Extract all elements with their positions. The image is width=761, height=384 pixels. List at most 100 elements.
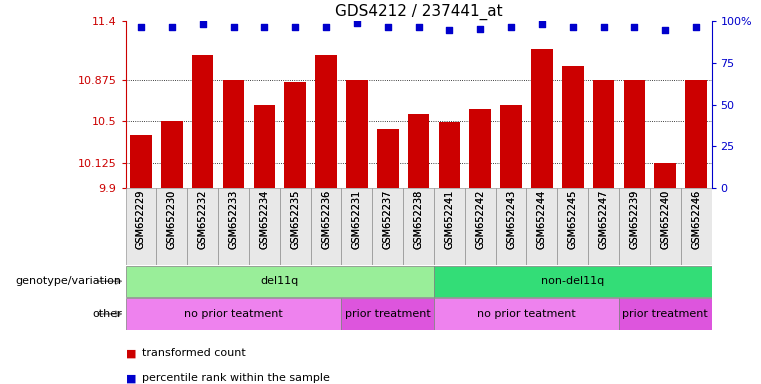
Bar (223, 79, 244, 188)
FancyBboxPatch shape (218, 188, 249, 265)
Text: GSM652240: GSM652240 (661, 190, 670, 249)
Title: GDS4212 / 237441_at: GDS4212 / 237441_at (335, 3, 502, 20)
FancyBboxPatch shape (557, 188, 588, 265)
Bar (315, 55, 337, 188)
Text: non-del11q: non-del11q (541, 276, 604, 286)
Text: GSM652243: GSM652243 (506, 190, 516, 249)
Text: GSM652230: GSM652230 (167, 190, 177, 249)
Text: ■: ■ (126, 373, 136, 383)
Point (289, 24, 301, 30)
Bar (285, 83, 306, 188)
Text: ■: ■ (126, 348, 136, 358)
Text: GSM652239: GSM652239 (629, 190, 639, 249)
FancyBboxPatch shape (680, 188, 712, 265)
FancyBboxPatch shape (372, 188, 403, 265)
Point (597, 24, 610, 30)
Point (659, 27, 671, 33)
FancyBboxPatch shape (527, 188, 557, 265)
Text: GSM652243: GSM652243 (506, 190, 516, 249)
FancyBboxPatch shape (434, 188, 465, 265)
Bar (130, 135, 151, 188)
FancyBboxPatch shape (126, 188, 157, 265)
FancyBboxPatch shape (403, 188, 434, 265)
FancyBboxPatch shape (310, 188, 342, 265)
FancyBboxPatch shape (187, 188, 218, 265)
Bar (500, 104, 522, 188)
Text: del11q: del11q (261, 276, 299, 286)
Text: genotype/variation: genotype/variation (16, 276, 122, 286)
Text: GSM652234: GSM652234 (260, 190, 269, 249)
Text: no prior teatment: no prior teatment (477, 309, 576, 319)
Text: GSM652240: GSM652240 (661, 190, 670, 249)
Bar (593, 79, 614, 188)
Text: GSM652231: GSM652231 (352, 190, 362, 249)
Point (536, 22, 548, 28)
Point (196, 22, 209, 28)
Text: GSM652235: GSM652235 (290, 190, 300, 249)
Text: GSM652241: GSM652241 (444, 190, 454, 249)
Text: GSM652242: GSM652242 (475, 190, 486, 249)
Text: GSM652236: GSM652236 (321, 190, 331, 249)
Text: GSM652242: GSM652242 (475, 190, 486, 249)
FancyBboxPatch shape (342, 298, 434, 329)
FancyBboxPatch shape (619, 188, 650, 265)
Text: GSM652237: GSM652237 (383, 190, 393, 249)
Bar (253, 104, 275, 188)
Text: GSM652230: GSM652230 (167, 190, 177, 249)
Text: GSM652238: GSM652238 (413, 190, 424, 249)
FancyBboxPatch shape (157, 188, 187, 265)
FancyBboxPatch shape (465, 188, 495, 265)
Text: GSM652241: GSM652241 (444, 190, 454, 249)
FancyBboxPatch shape (434, 266, 712, 297)
Point (444, 27, 456, 33)
Text: transformed count: transformed count (142, 348, 246, 358)
Point (690, 24, 702, 30)
Point (351, 20, 363, 26)
Bar (161, 121, 183, 188)
Bar (562, 66, 584, 188)
FancyBboxPatch shape (342, 188, 372, 265)
FancyBboxPatch shape (249, 188, 280, 265)
Point (258, 24, 270, 30)
Point (629, 24, 641, 30)
Text: GSM652233: GSM652233 (228, 190, 238, 249)
Point (505, 24, 517, 30)
FancyBboxPatch shape (126, 266, 434, 297)
Text: GSM652232: GSM652232 (198, 190, 208, 249)
Bar (654, 163, 676, 188)
FancyBboxPatch shape (619, 298, 712, 329)
Bar (686, 80, 707, 188)
Point (135, 24, 147, 30)
Point (166, 24, 178, 30)
Point (228, 24, 240, 30)
Text: GSM652231: GSM652231 (352, 190, 362, 249)
Bar (531, 49, 552, 188)
Text: prior treatment: prior treatment (622, 309, 708, 319)
Text: percentile rank within the sample: percentile rank within the sample (142, 373, 330, 383)
Text: other: other (92, 309, 122, 319)
Text: GSM652244: GSM652244 (537, 190, 547, 249)
Text: GSM652245: GSM652245 (568, 190, 578, 249)
Text: GSM652229: GSM652229 (136, 190, 146, 249)
Text: GSM652247: GSM652247 (599, 190, 609, 249)
Text: GSM652235: GSM652235 (290, 190, 300, 249)
FancyBboxPatch shape (495, 188, 527, 265)
Text: GSM652232: GSM652232 (198, 190, 208, 249)
FancyBboxPatch shape (588, 188, 619, 265)
Bar (470, 109, 491, 188)
Point (412, 24, 425, 30)
Text: GSM652245: GSM652245 (568, 190, 578, 249)
Text: no prior teatment: no prior teatment (184, 309, 283, 319)
Text: GSM652234: GSM652234 (260, 190, 269, 249)
FancyBboxPatch shape (126, 298, 342, 329)
Text: GSM652238: GSM652238 (413, 190, 424, 249)
Bar (377, 129, 399, 188)
Bar (192, 55, 213, 188)
Text: GSM652244: GSM652244 (537, 190, 547, 249)
Text: GSM652229: GSM652229 (136, 190, 146, 249)
FancyBboxPatch shape (280, 188, 310, 265)
Point (381, 24, 393, 30)
Text: GSM652233: GSM652233 (228, 190, 238, 249)
Text: GSM652247: GSM652247 (599, 190, 609, 249)
FancyBboxPatch shape (434, 298, 619, 329)
